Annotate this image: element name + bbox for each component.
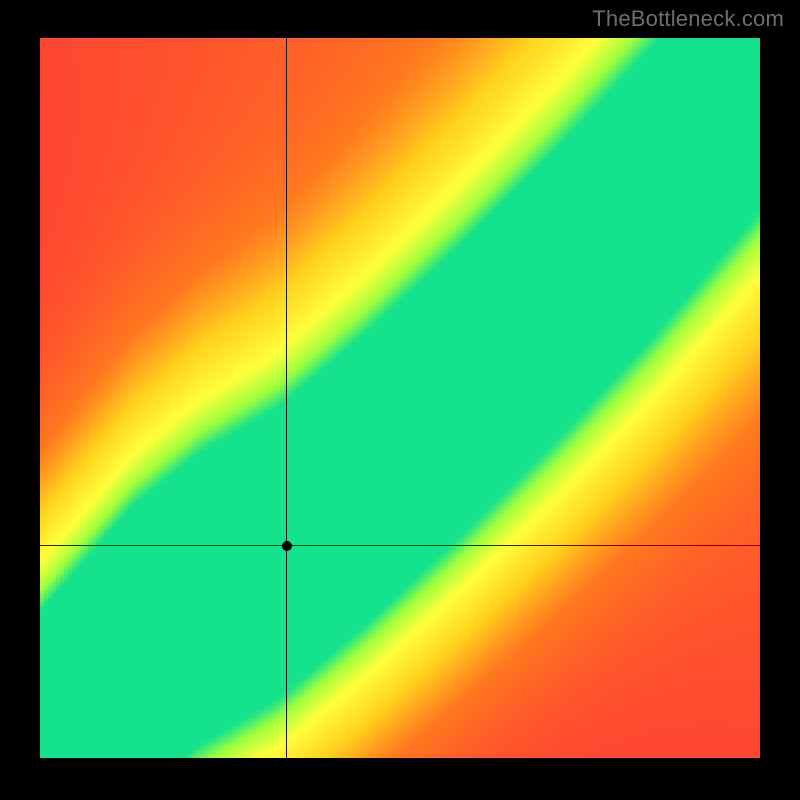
chart-frame: TheBottleneck.com [0, 0, 800, 800]
plot-area [40, 38, 760, 758]
watermark-text: TheBottleneck.com [592, 6, 784, 32]
heatmap-canvas [40, 38, 760, 758]
data-point-marker [282, 541, 292, 551]
crosshair-vertical [286, 38, 287, 758]
crosshair-horizontal [40, 545, 760, 546]
